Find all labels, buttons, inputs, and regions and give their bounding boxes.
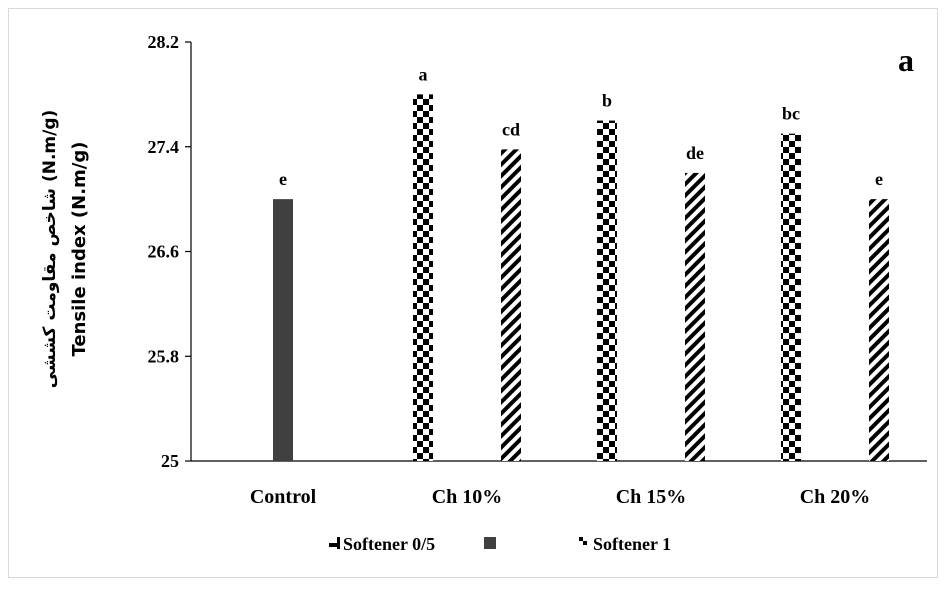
- legend: Softener 0/5 Softener 1: [329, 534, 671, 554]
- bar: [781, 133, 801, 461]
- panel-letter: a: [898, 42, 914, 78]
- y-tick-label: 26.6: [148, 242, 180, 262]
- y-axis-label: Tensile index (N.m/g): [69, 142, 90, 357]
- legend-swatch: [583, 541, 587, 545]
- y-axis-label-persian: شاخص مقاومت کششی (N.m/g): [40, 110, 60, 389]
- bar-label: e: [279, 169, 287, 189]
- bar-label: cd: [502, 119, 520, 139]
- y-tick-label: 27.4: [148, 137, 180, 157]
- legend-swatch: [579, 537, 583, 541]
- x-tick-label: Ch 20%: [800, 486, 871, 508]
- y-tick-label: 28.2: [148, 32, 180, 52]
- y-tick-label: 25.8: [148, 346, 180, 366]
- chart-frame: 25 25.8 26.6 27.4 28.2 Control Ch 10% Ch 15% Ch …: [8, 8, 938, 578]
- x-tick-label: Control: [250, 486, 317, 508]
- bar-label: bc: [782, 104, 800, 124]
- x-tick-label: Ch 15%: [616, 486, 687, 508]
- legend-swatch: [329, 543, 337, 547]
- data-labels: e a cd b de bc e: [279, 64, 883, 189]
- bar: [413, 94, 433, 461]
- bar-label: de: [686, 143, 704, 163]
- bar: [273, 199, 293, 461]
- bars: [273, 94, 889, 461]
- bar-label: b: [602, 91, 612, 111]
- bar-label: e: [875, 169, 883, 189]
- bar: [501, 149, 521, 461]
- legend-swatch: [484, 537, 496, 549]
- bar: [685, 172, 705, 461]
- legend-label: Softener 0/5: [343, 534, 435, 554]
- axes: 25 25.8 26.6 27.4 28.2 Control Ch 10% Ch 15% Ch …: [148, 32, 927, 508]
- bar: [869, 199, 889, 461]
- bar: [597, 120, 617, 461]
- y-tick-label: 25: [161, 451, 179, 471]
- bar-label: a: [419, 64, 428, 84]
- legend-label: Softener 1: [593, 534, 671, 554]
- legend-swatch: [337, 537, 340, 549]
- x-tick-label: Ch 10%: [432, 486, 503, 508]
- bar-chart: 25 25.8 26.6 27.4 28.2 Control Ch 10% Ch 15% Ch …: [40, 32, 927, 554]
